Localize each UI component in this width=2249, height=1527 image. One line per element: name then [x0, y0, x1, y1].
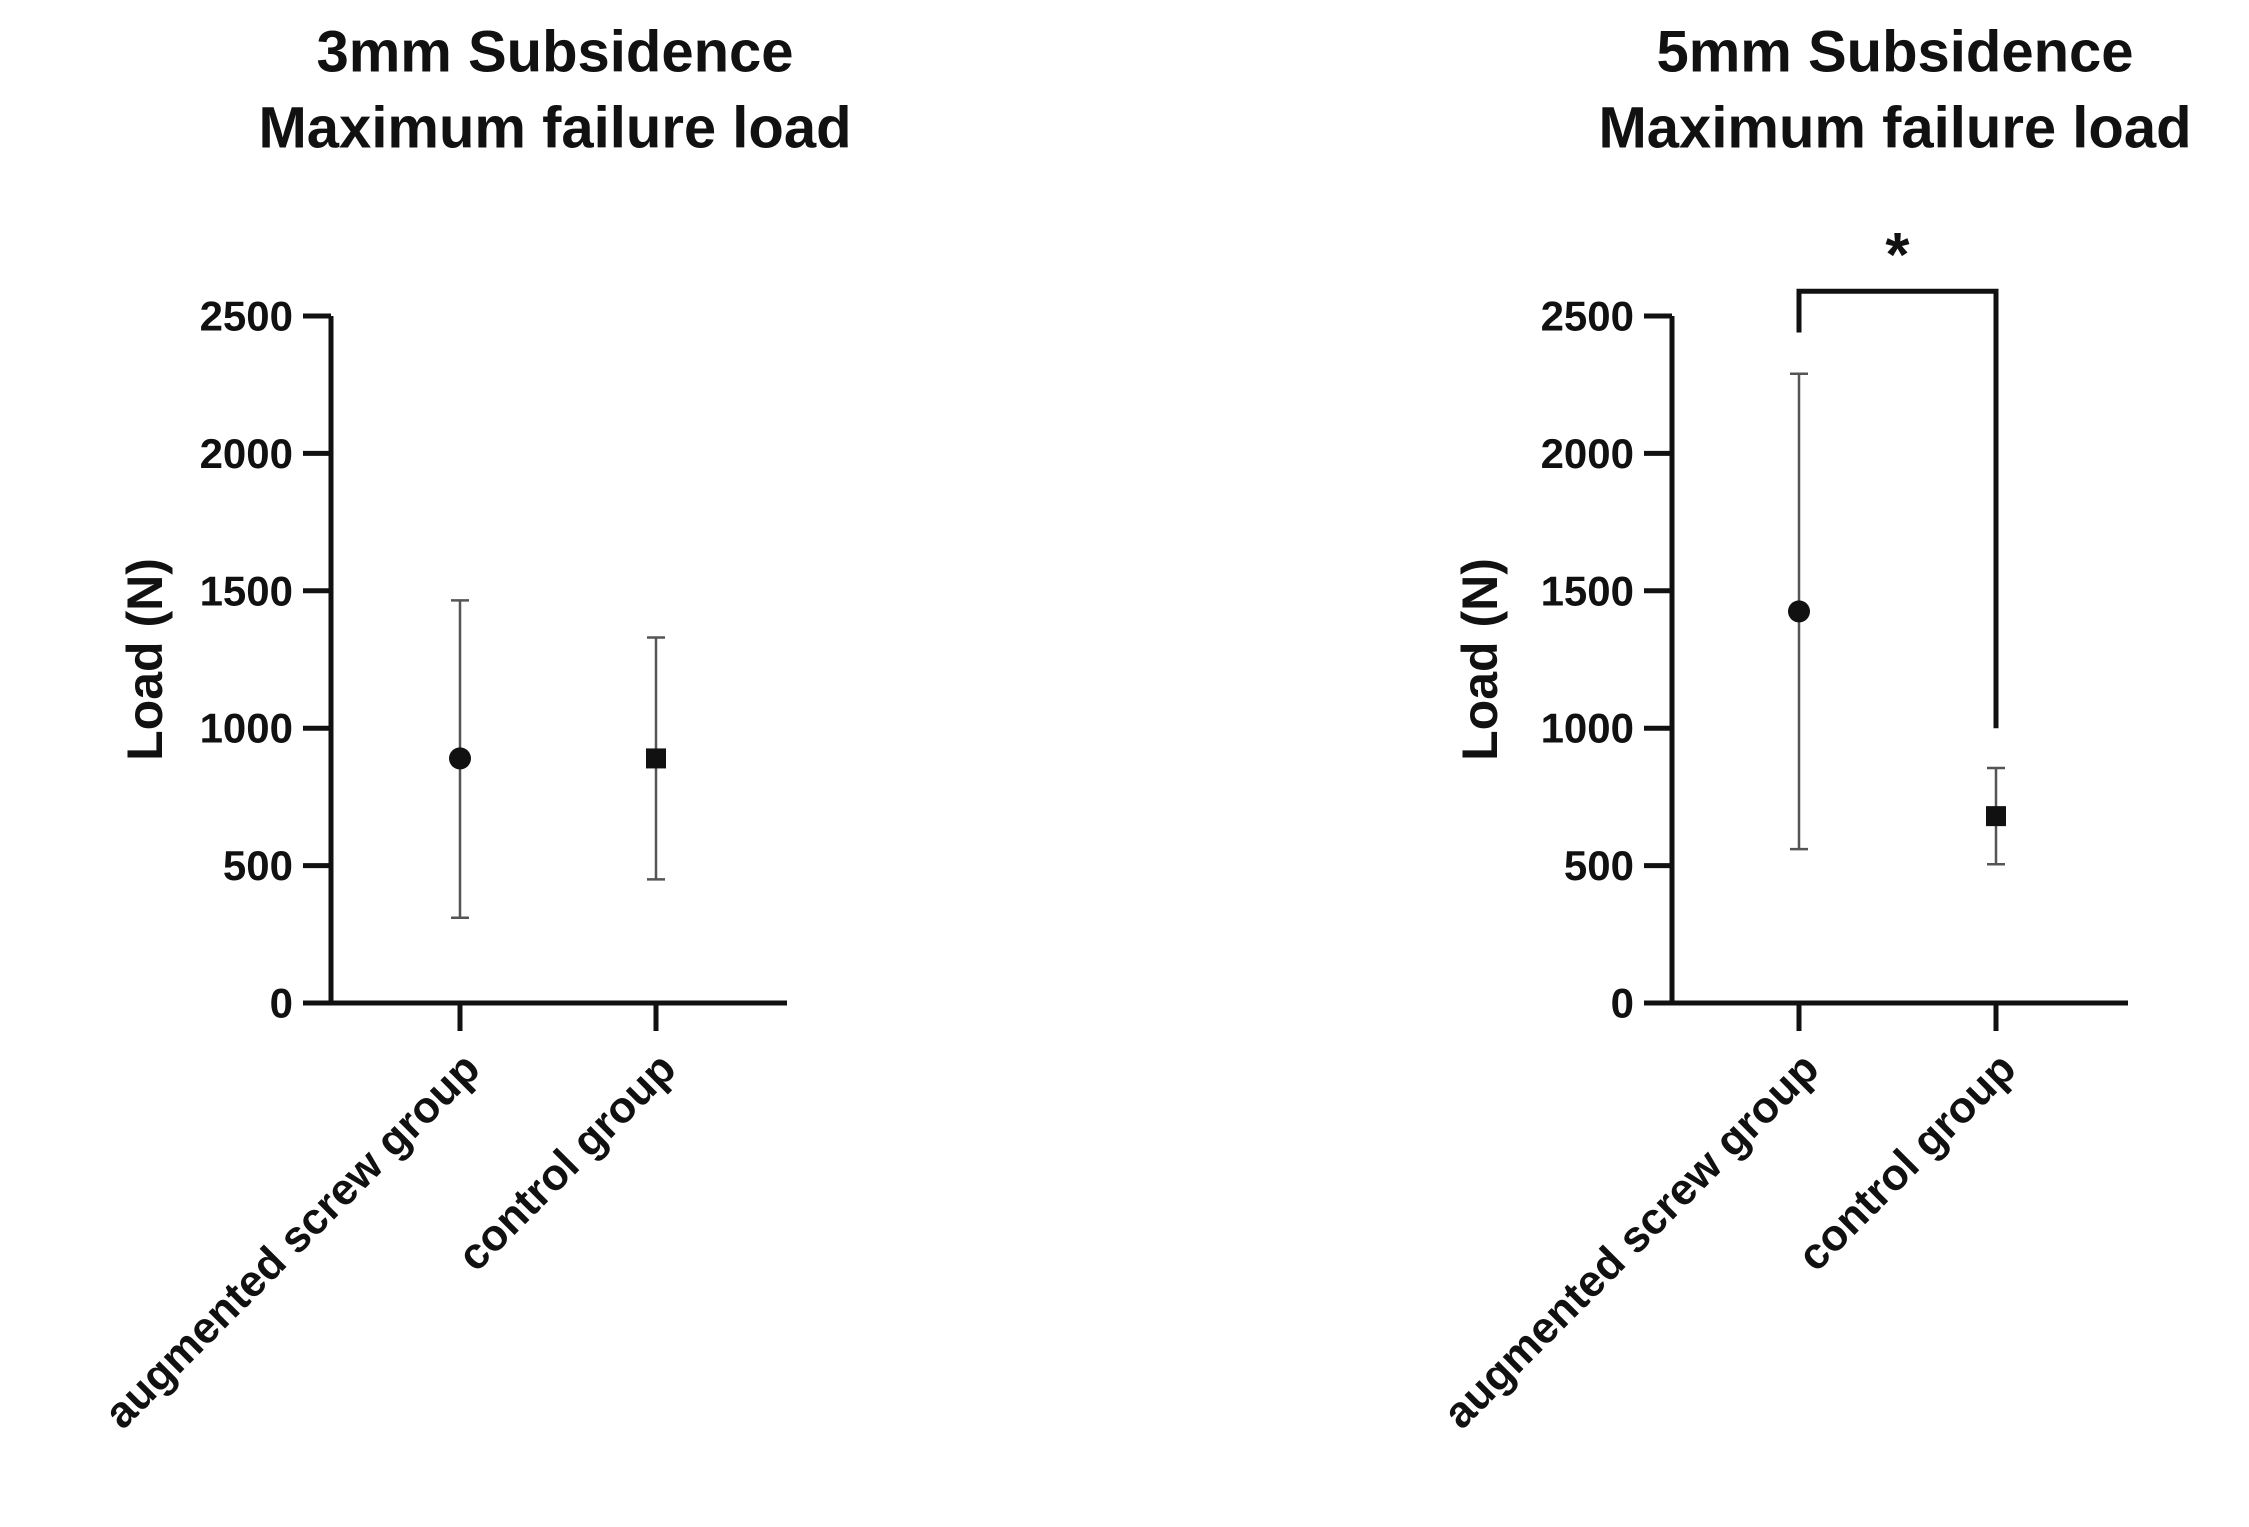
x-tick-label: augmented screw group	[1434, 1044, 1828, 1438]
y-tick-label: 500	[1564, 842, 1634, 889]
chart-title-line-2: Maximum failure load	[258, 96, 851, 161]
y-tick-label: 1500	[1541, 567, 1634, 614]
data-point-square	[1986, 806, 2006, 827]
x-tick-label: augmented screw group	[95, 1044, 489, 1438]
data-point-square	[646, 748, 666, 769]
significance-label: *	[1885, 221, 1910, 290]
y-tick-label: 0	[1611, 980, 1634, 1027]
y-axis-label: Load (N)	[117, 558, 173, 761]
data-point-circle	[449, 747, 471, 770]
chart-title-line-2: Maximum failure load	[1598, 96, 2191, 161]
y-tick-label: 1000	[1541, 705, 1634, 752]
chart-title-line-1: 5mm Subsidence	[1656, 20, 2133, 85]
chart-panel-1: 3mm Subsidence Maximum failure load 0 500 10…	[95, 20, 851, 1438]
chart-panel-2: 5mm Subsidence Maximum failure load 0 500 10…	[1434, 20, 2191, 1438]
y-tick-label: 500	[223, 842, 293, 889]
chart-title-line-1: 3mm Subsidence	[316, 20, 793, 85]
y-tick-label: 1000	[200, 705, 293, 752]
y-tick-label: 2500	[200, 293, 293, 340]
data-point-circle	[1788, 600, 1810, 623]
y-tick-label: 0	[270, 980, 293, 1027]
significance-bracket	[1796, 288, 1999, 729]
y-axis-label: Load (N)	[1452, 558, 1508, 761]
y-tick-label: 2500	[1541, 293, 1634, 340]
y-tick-label: 2000	[1541, 430, 1634, 477]
y-tick-label: 2000	[200, 430, 293, 477]
y-tick-label: 1500	[200, 567, 293, 614]
